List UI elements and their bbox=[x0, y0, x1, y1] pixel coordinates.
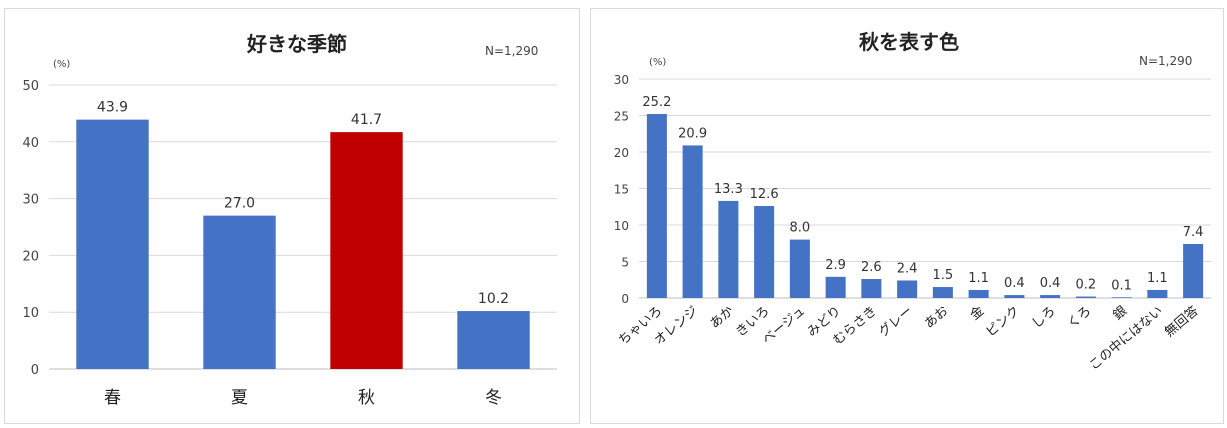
data-label: 1.5 bbox=[933, 268, 954, 283]
x-tick-label: グレー bbox=[876, 304, 916, 341]
data-label: 0.4 bbox=[1004, 276, 1025, 291]
bar bbox=[330, 132, 403, 369]
bar bbox=[1004, 295, 1025, 298]
data-label: 43.9 bbox=[97, 100, 128, 116]
y-tick-label: 15 bbox=[614, 183, 629, 197]
data-label: 27.0 bbox=[224, 196, 255, 212]
y-tick-label: 0 bbox=[31, 363, 39, 378]
data-label: 2.4 bbox=[897, 261, 918, 276]
bar bbox=[646, 114, 667, 298]
x-tick-label: あお bbox=[922, 304, 952, 332]
data-label: 2.9 bbox=[825, 258, 846, 273]
plot-area: 0 10 20 30 40 50 43.9 春 27.0 夏 41.7 秋 10.2 冬 bbox=[22, 79, 557, 408]
y-tick-label: 30 bbox=[614, 73, 629, 87]
x-tick-label: 金 bbox=[967, 303, 987, 324]
data-label: 10.2 bbox=[478, 291, 509, 307]
x-tick-label: ピンク bbox=[983, 304, 1023, 341]
x-tick-label: 無回答 bbox=[1162, 303, 1202, 340]
data-label: 1.1 bbox=[1147, 271, 1168, 286]
bar bbox=[718, 200, 739, 298]
data-label: 0.1 bbox=[1111, 278, 1132, 293]
y-tick-label: 10 bbox=[22, 306, 39, 321]
data-label: 1.1 bbox=[968, 271, 989, 286]
chart-panel-favorite-season: 好きな季節 N=1,290 (%) 0 10 20 30 40 50 43.9 春 27.0 夏 4… bbox=[4, 8, 580, 424]
data-label: 41.7 bbox=[351, 112, 382, 128]
y-tick-label: 20 bbox=[614, 146, 629, 160]
bar bbox=[897, 280, 918, 298]
y-unit-label: (%) bbox=[53, 59, 70, 70]
bar bbox=[1040, 295, 1061, 298]
x-tick-label: 春 bbox=[104, 388, 121, 408]
x-tick-label: あか bbox=[707, 304, 737, 332]
x-tick-label: しろ bbox=[1029, 304, 1059, 332]
chart-title: 好きな季節 bbox=[246, 32, 347, 56]
y-tick-label: 10 bbox=[614, 219, 629, 233]
x-tick-label: くろ bbox=[1065, 304, 1095, 332]
data-label: 25.2 bbox=[642, 95, 671, 110]
bar bbox=[682, 145, 703, 298]
bar bbox=[968, 289, 989, 298]
y-tick-label: 20 bbox=[22, 249, 39, 264]
x-tick-label: 夏 bbox=[231, 388, 248, 408]
data-label: 2.6 bbox=[861, 260, 882, 275]
bar bbox=[932, 287, 953, 298]
bar bbox=[1183, 243, 1204, 298]
y-tick-label: 30 bbox=[22, 193, 39, 208]
data-label: 12.6 bbox=[750, 187, 779, 202]
chart-title: 秋を表す色 bbox=[859, 30, 959, 54]
bar bbox=[1147, 289, 1168, 298]
bar bbox=[76, 119, 149, 369]
bar bbox=[1111, 297, 1132, 298]
bar bbox=[861, 279, 882, 298]
y-tick-label: 50 bbox=[22, 79, 39, 94]
chart-panel-autumn-colors: 秋を表す色 N=1,290 (%) 0 5 10 15 20 25 30 25.2 ちゃいろ 20… bbox=[590, 8, 1224, 424]
y-tick-label: 40 bbox=[22, 136, 39, 151]
x-tick-label: 冬 bbox=[485, 388, 502, 408]
data-label: 0.4 bbox=[1040, 276, 1061, 291]
data-label: 0.2 bbox=[1076, 278, 1097, 293]
sample-size-note: N=1,290 bbox=[485, 44, 538, 58]
plot-area: 05101520253025.2ちゃいろ20.9オレンジ13.3あか12.6きい… bbox=[614, 73, 1211, 374]
x-tick-label: 銀 bbox=[1111, 304, 1131, 324]
data-label: 7.4 bbox=[1183, 225, 1204, 240]
y-tick-label: 25 bbox=[614, 110, 629, 124]
y-tick-label: 0 bbox=[621, 292, 629, 306]
bar bbox=[825, 276, 846, 298]
bar bbox=[754, 206, 775, 298]
bar bbox=[203, 215, 276, 369]
y-tick-label: 5 bbox=[621, 256, 629, 270]
bar bbox=[789, 239, 810, 298]
bar bbox=[1075, 296, 1096, 298]
autumn-colors-chart: 秋を表す色 N=1,290 (%) 05101520253025.2ちゃいろ20… bbox=[614, 30, 1211, 374]
sample-size-note: N=1,290 bbox=[1139, 54, 1192, 68]
y-unit-label: (%) bbox=[649, 57, 666, 68]
x-tick-label: 秋 bbox=[358, 388, 375, 408]
favorite-season-chart: 好きな季節 N=1,290 (%) 0 10 20 30 40 50 43.9 春 27.0 夏 4… bbox=[22, 32, 557, 408]
data-label: 20.9 bbox=[678, 126, 707, 141]
data-label: 8.0 bbox=[790, 221, 811, 236]
bar bbox=[457, 311, 530, 369]
data-label: 13.3 bbox=[714, 182, 743, 197]
